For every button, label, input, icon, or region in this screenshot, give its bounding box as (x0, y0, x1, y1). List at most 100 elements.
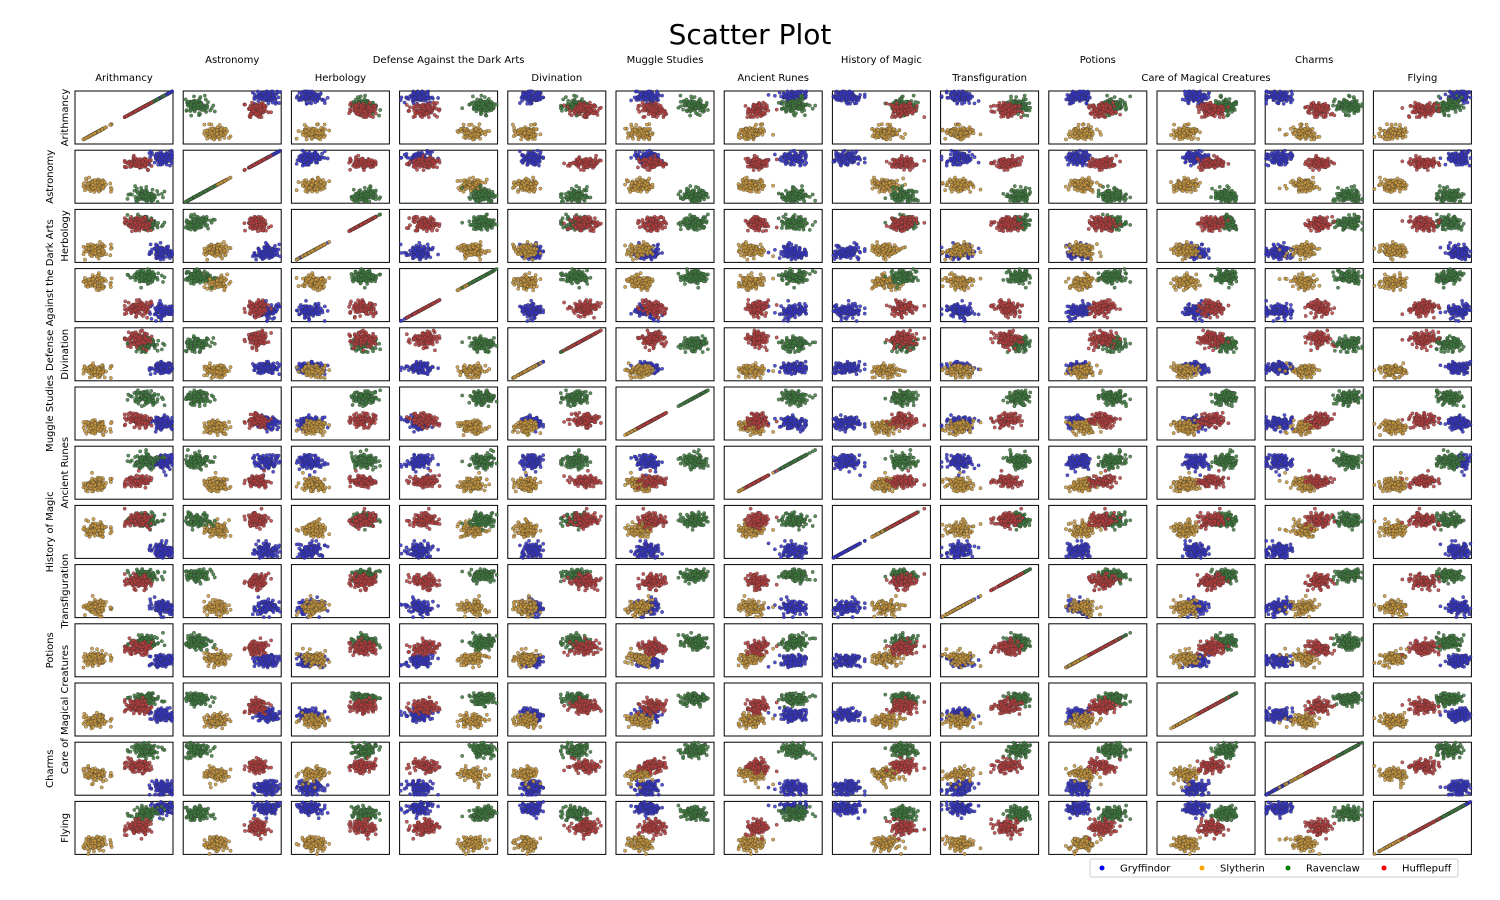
point (203, 123, 206, 126)
point (208, 123, 211, 126)
point (263, 107, 266, 110)
point (279, 90, 282, 93)
point (277, 96, 280, 99)
point (204, 134, 207, 137)
point (213, 110, 216, 113)
point (243, 103, 246, 106)
point (184, 98, 187, 101)
point (192, 107, 195, 110)
point (197, 112, 200, 115)
column-label-herbology: Herbology (315, 73, 366, 84)
point (253, 104, 256, 107)
point (278, 101, 281, 104)
column-label-flying: Flying (1407, 73, 1437, 84)
point (204, 106, 207, 109)
point (262, 104, 265, 107)
point (84, 136, 87, 139)
point (266, 90, 269, 93)
point (248, 106, 251, 109)
point (259, 96, 262, 99)
row-label-flying: Flying (60, 813, 71, 843)
point (163, 94, 166, 97)
column-label-care-of-magical-creatures: Care of Magical Creatures (1141, 73, 1270, 84)
point (224, 132, 227, 135)
row-label-muggle-studies: Muggle Studies (45, 375, 56, 452)
point (97, 129, 100, 132)
point (109, 123, 112, 126)
column-label-history-of-magic: History of Magic (841, 55, 922, 66)
point (199, 102, 202, 105)
point (125, 115, 128, 118)
point (100, 128, 103, 131)
point (192, 95, 195, 98)
point (203, 129, 206, 132)
point (144, 104, 147, 107)
row-label-astronomy: Astronomy (45, 150, 56, 204)
point (262, 97, 265, 100)
point (170, 90, 173, 93)
point (254, 112, 257, 115)
point (258, 104, 261, 107)
point (216, 126, 219, 129)
column-label-transfiguration: Transfiguration (951, 73, 1027, 84)
point (203, 94, 206, 97)
point (156, 98, 159, 101)
point (256, 90, 259, 93)
point (276, 90, 279, 93)
point (93, 132, 96, 135)
point (250, 101, 253, 104)
point (249, 112, 252, 115)
point (185, 109, 188, 112)
row-label-potions: Potions (45, 632, 56, 668)
column-label-divination: Divination (531, 73, 582, 84)
point (211, 127, 214, 130)
panel-arithmancy-vs-arithmancy (75, 90, 174, 144)
column-label-muggle-studies: Muggle Studies (627, 55, 704, 66)
row-label-arithmancy: Arithmancy (60, 89, 71, 147)
point (227, 136, 230, 139)
point (210, 107, 213, 110)
column-label-potions: Potions (1080, 55, 1116, 66)
row-label-history-of-magic: History of Magic (45, 491, 56, 572)
point (258, 115, 261, 118)
point (267, 93, 270, 96)
row-label-divination: Divination (60, 329, 71, 380)
point (206, 100, 209, 103)
point (212, 138, 215, 141)
point (89, 134, 92, 137)
point (272, 96, 275, 99)
point (186, 104, 189, 107)
point (193, 104, 196, 107)
point (217, 135, 220, 138)
row-label-transfiguration: Transfiguration (60, 554, 71, 630)
row-label-charms: Charms (45, 750, 56, 788)
point (253, 93, 256, 96)
point (196, 106, 199, 109)
column-label-astronomy: Astronomy (205, 55, 259, 66)
point (254, 96, 257, 99)
point (219, 132, 222, 135)
point (219, 128, 222, 131)
point (190, 114, 193, 117)
chart-title: Scatter Plot (669, 18, 832, 51)
point (274, 102, 277, 105)
point (269, 111, 272, 114)
row-label-herbology: Herbology (60, 210, 71, 261)
column-label-arithmancy: Arithmancy (95, 73, 153, 84)
column-label-defense-against-the-dark-arts: Defense Against the Dark Arts (373, 55, 525, 66)
column-label-ancient-runes: Ancient Runes (737, 73, 809, 84)
point (223, 136, 226, 139)
row-label-care-of-magical-creatures: Care of Magical Creatures (60, 645, 71, 774)
point (210, 132, 213, 135)
point (150, 101, 153, 104)
panel-arithmancy-vs-astronomy (183, 90, 282, 144)
point (199, 95, 202, 98)
point (261, 92, 264, 95)
row-label-ancient-runes: Ancient Runes (60, 437, 71, 509)
point (134, 110, 137, 113)
panel-arithmancy-vs-herbology (291, 90, 389, 144)
point (129, 112, 132, 115)
column-label-charms: Charms (1295, 55, 1333, 66)
row-label-defense-against-the-dark-arts: Defense Against the Dark Arts (45, 219, 56, 371)
